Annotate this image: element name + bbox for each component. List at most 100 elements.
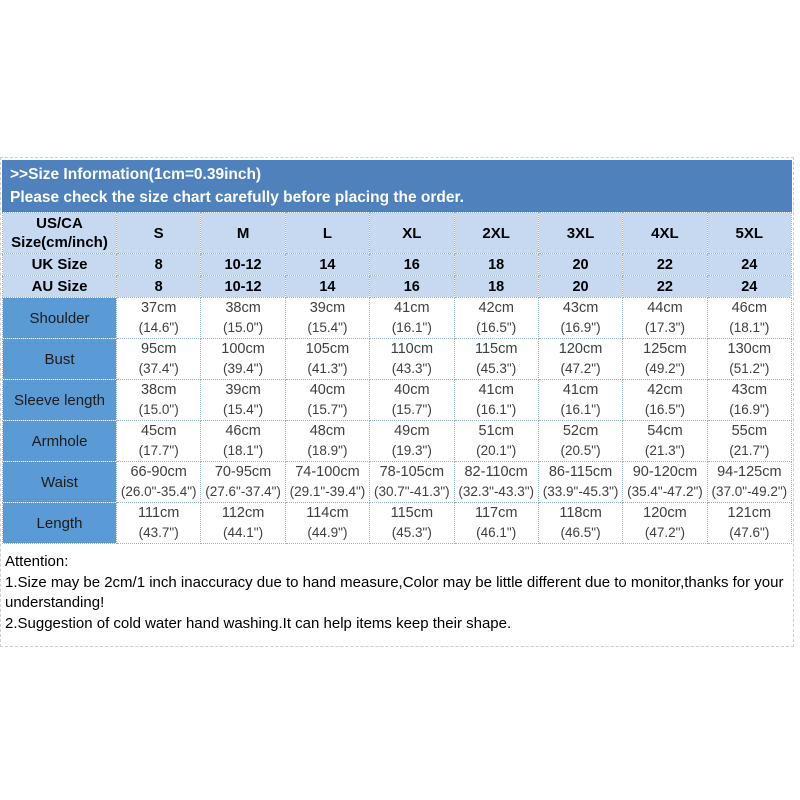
cm-value: 115cm — [390, 505, 434, 521]
size-value-cell: 16 — [369, 253, 455, 276]
inch-value: (46.5") — [560, 525, 601, 540]
measurement-value-cell: 55cm (21.7") — [706, 420, 793, 462]
size-table: US/CA Size(cm/inch) S M L XL 2XL 3XL 4XL 5XL UK Si… — [2, 212, 793, 544]
measurement-label: Bust — [2, 338, 117, 380]
size-column-header: 2XL — [453, 212, 539, 254]
measurement-value-cell: 110cm (43.3") — [369, 338, 455, 380]
inch-value: (16.1") — [476, 402, 517, 417]
inch-value: (44.1") — [223, 525, 264, 540]
cm-value: 40cm — [394, 382, 430, 398]
size-column-header: S — [115, 212, 202, 254]
cm-value: 105cm — [305, 341, 350, 357]
cm-value: 66-90cm — [130, 464, 187, 480]
measurement-value-cell: 51cm (20.1") — [453, 420, 539, 462]
size-value-cell: 14 — [284, 275, 371, 298]
size-column-header: 4XL — [622, 212, 708, 254]
inch-value: (45.3") — [476, 361, 517, 376]
size-value-cell: 20 — [537, 253, 624, 276]
measurement-value-cell: 120cm (47.2") — [622, 502, 708, 544]
inch-value: (15.0") — [223, 320, 264, 335]
inch-value: (15.0") — [138, 402, 179, 417]
inch-value: (44.9") — [307, 525, 348, 540]
size-value-cell: 10-12 — [200, 275, 286, 298]
inch-value: (27.6"-37.4") — [205, 484, 281, 499]
size-value-cell: 8 — [115, 253, 202, 276]
inch-value: (32.3"-43.3") — [458, 484, 534, 499]
measurement-value-cell: 74-100cm (29.1"-39.4") — [284, 461, 371, 503]
inch-value: (29.1"-39.4") — [289, 484, 366, 499]
corner-header-line1: US/CA — [36, 215, 83, 232]
size-value-cell: 18 — [453, 275, 539, 298]
inch-value: (18.1") — [223, 443, 264, 458]
attention-line-2: 2.Suggestion of cold water hand washing.… — [5, 614, 512, 632]
cm-value: 120cm — [643, 505, 687, 521]
inch-value: (30.7"-41.3") — [374, 484, 450, 499]
measurement-value-cell: 41cm (16.1") — [453, 379, 539, 421]
cm-value: 100cm — [221, 341, 265, 357]
measurement-value-cell: 112cm (44.1") — [200, 502, 286, 544]
cm-value: 48cm — [309, 423, 346, 439]
cm-value: 90-120cm — [632, 464, 698, 480]
cm-value: 52cm — [562, 423, 599, 439]
measurement-value-cell: 105cm (41.3") — [284, 338, 371, 380]
inch-value: (43.7") — [138, 525, 179, 540]
cm-value: 78-105cm — [379, 464, 445, 480]
inch-value: (18.1") — [729, 320, 770, 335]
inch-value: (51.2") — [729, 361, 770, 376]
cm-value: 43cm — [731, 382, 768, 398]
cm-value: 46cm — [225, 423, 261, 439]
size-value-cell: 24 — [706, 275, 793, 298]
inch-value: (14.6") — [138, 320, 179, 335]
inch-value: (15.7") — [391, 402, 432, 417]
size-value-cell: 20 — [537, 275, 624, 298]
inch-value: (15.7") — [307, 402, 348, 417]
inch-value: (16.5") — [644, 402, 685, 417]
cm-value: 41cm — [562, 382, 599, 398]
inch-value: (20.5") — [560, 443, 601, 458]
cm-value: 86-115cm — [548, 464, 613, 480]
cm-value: 42cm — [478, 300, 514, 316]
measurement-label: Waist — [2, 461, 117, 503]
inch-value: (49.2") — [644, 361, 685, 376]
cm-value: 55cm — [731, 423, 768, 439]
table-header-row: US/CA Size(cm/inch) S M L XL 2XL 3XL 4XL 5XL — [2, 212, 793, 254]
cm-value: 42cm — [647, 382, 683, 398]
measurement-value-cell: 49cm (19.3") — [369, 420, 455, 462]
cm-value: 41cm — [478, 382, 514, 398]
inch-value: (15.4") — [307, 320, 348, 335]
measurement-value-cell: 41cm (16.1") — [537, 379, 624, 421]
corner-header-cell: US/CA Size(cm/inch) — [2, 212, 117, 254]
measurement-row: Waist 66-90cm (26.0"-35.4") 70-95cm (27.6"-3… — [2, 461, 793, 503]
inch-value: (16.9") — [729, 402, 770, 417]
inch-value: (37.4") — [138, 361, 179, 376]
size-info-panel: >>Size Information(1cm=0.39inch) Please … — [0, 157, 794, 647]
measurement-value-cell: 130cm (51.2") — [706, 338, 793, 380]
size-row-label: AU Size — [2, 275, 117, 298]
attention-title: Attention: — [5, 553, 69, 570]
cm-value: 39cm — [225, 382, 261, 398]
measurement-value-cell: 45cm (17.7") — [115, 420, 202, 462]
size-value-cell: 14 — [284, 253, 371, 276]
measurement-value-cell: 38cm (15.0") — [200, 297, 286, 339]
banner-title: >>Size Information(1cm=0.39inch) — [10, 166, 262, 183]
measurement-value-cell: 94-125cm (37.0"-49.2") — [706, 461, 793, 503]
cm-value: 70-95cm — [214, 464, 272, 480]
measurement-value-cell: 115cm (45.3") — [453, 338, 539, 380]
measurement-value-cell: 70-95cm (27.6"-37.4") — [200, 461, 286, 503]
inch-value: (16.1") — [560, 402, 601, 417]
measurement-value-cell: 40cm (15.7") — [284, 379, 371, 421]
measurement-value-cell: 117cm (46.1") — [453, 502, 539, 544]
cm-value: 121cm — [727, 505, 772, 521]
inch-value: (16.1") — [391, 320, 432, 335]
inch-value: (39.4") — [223, 361, 264, 376]
size-value-cell: 16 — [369, 275, 455, 298]
cm-value: 125cm — [643, 341, 687, 357]
inch-value: (20.1") — [476, 443, 517, 458]
measurement-value-cell: 48cm (18.9") — [284, 420, 371, 462]
size-value-cell: 22 — [622, 275, 708, 298]
attention-note: Attention: 1.Size may be 2cm/1 inch inac… — [5, 552, 789, 634]
measurement-value-cell: 111cm (43.7") — [115, 502, 202, 544]
cm-value: 37cm — [140, 300, 177, 316]
corner-header-line2: Size(cm/inch) — [11, 234, 108, 251]
cm-value: 115cm — [474, 341, 518, 357]
